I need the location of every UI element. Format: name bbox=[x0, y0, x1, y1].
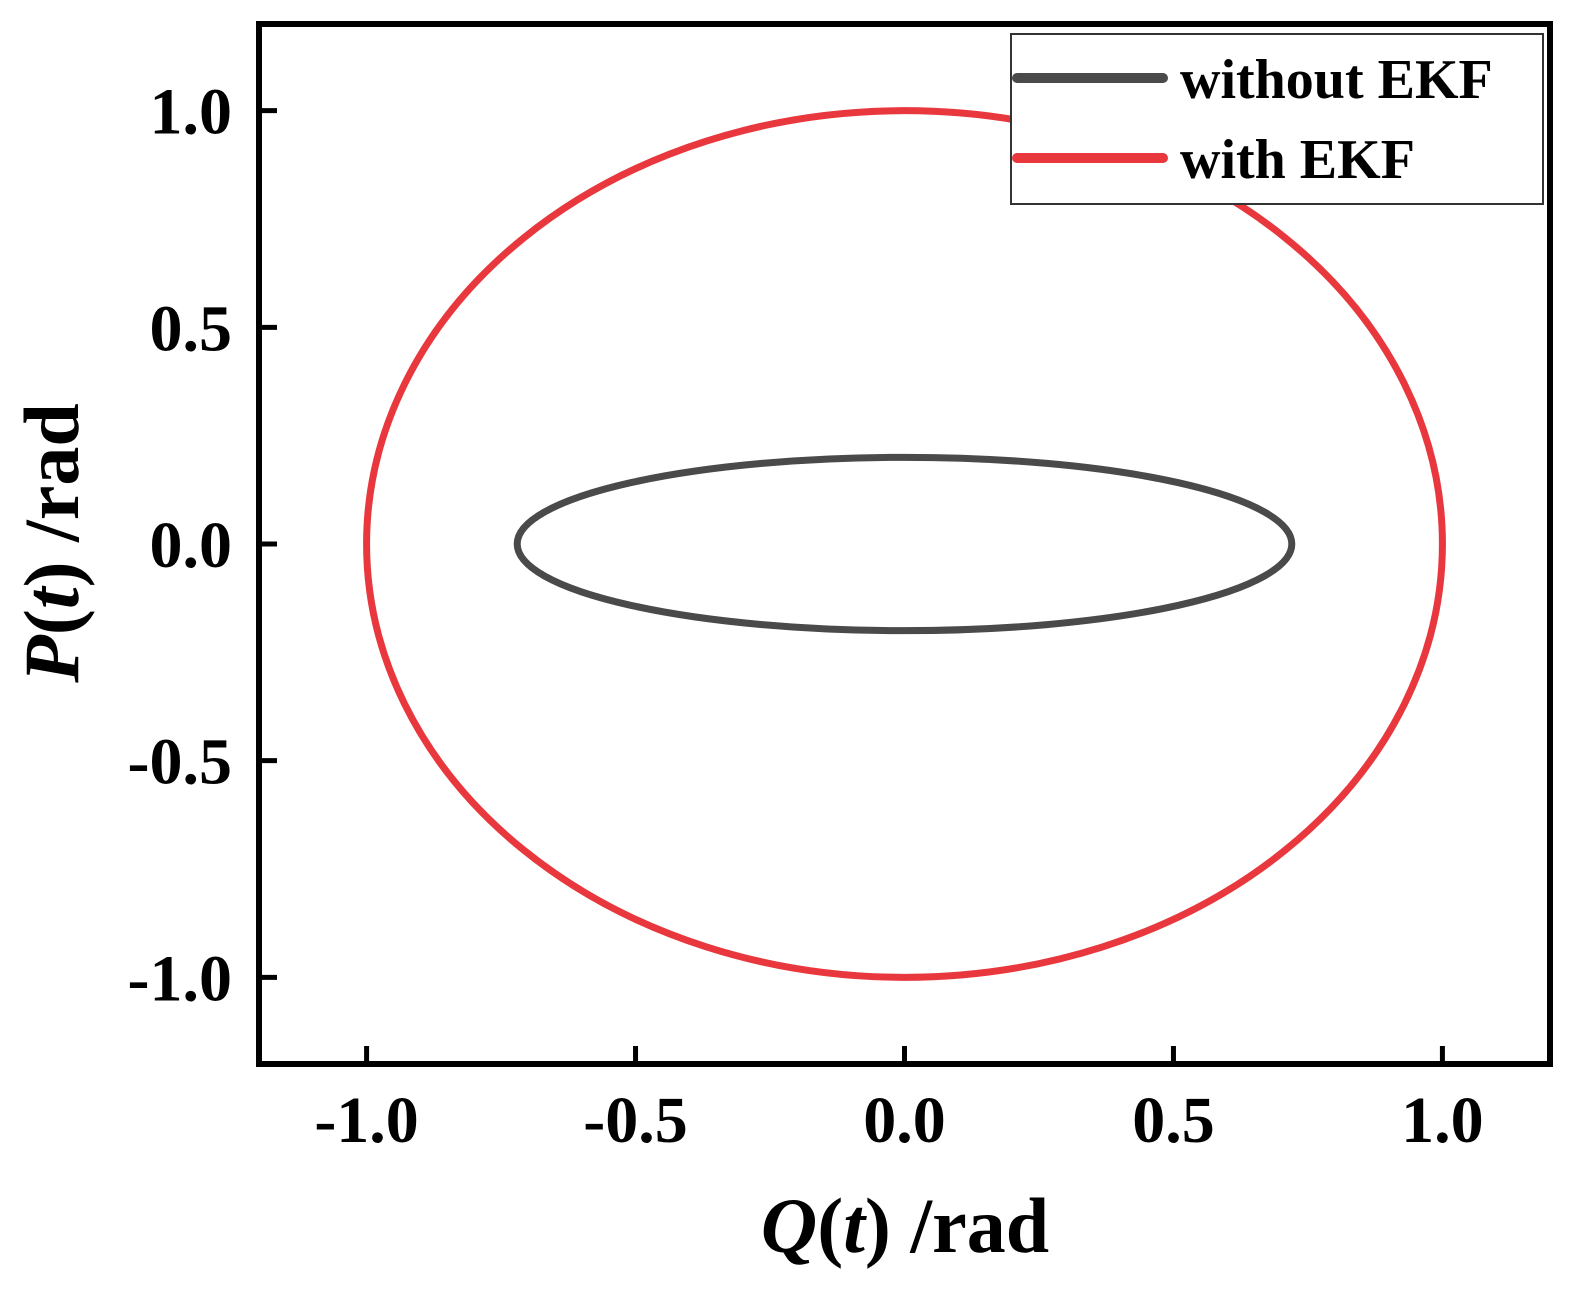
x-tick-label: 0.0 bbox=[863, 1084, 946, 1157]
legend-box bbox=[1010, 33, 1544, 205]
legend-label-with-ekf: with EKF bbox=[1180, 129, 1415, 191]
x-tick-label: 1.0 bbox=[1401, 1084, 1484, 1157]
x-tick-label: 0.5 bbox=[1132, 1084, 1215, 1157]
series-curve-without-ekf bbox=[513, 453, 1296, 635]
y-tick-label: 0.0 bbox=[150, 509, 233, 582]
y-tick-label: -0.5 bbox=[128, 726, 232, 799]
x-tick-label: -1.0 bbox=[314, 1084, 418, 1157]
y-axis: -1.0 -0.5 0.0 0.5 1.0 bbox=[128, 76, 277, 1015]
series-curve-with-ekf bbox=[363, 107, 1446, 981]
y-tick-label: 1.0 bbox=[150, 76, 233, 149]
y-tick-label: -1.0 bbox=[128, 942, 232, 1015]
y-tick-label: 0.5 bbox=[150, 292, 233, 365]
curves-layer bbox=[363, 107, 1446, 981]
x-tick-label: -0.5 bbox=[583, 1084, 687, 1157]
x-axis-title: Q(t) /rad bbox=[761, 1182, 1049, 1269]
legend-label-without-ekf: without EKF bbox=[1180, 49, 1493, 111]
x-axis: -1.0 -0.5 0.0 0.5 1.0 bbox=[314, 1046, 1484, 1157]
y-axis-title: P(t) /rad bbox=[8, 403, 95, 683]
legend: without EKF with EKF bbox=[1010, 33, 1544, 205]
